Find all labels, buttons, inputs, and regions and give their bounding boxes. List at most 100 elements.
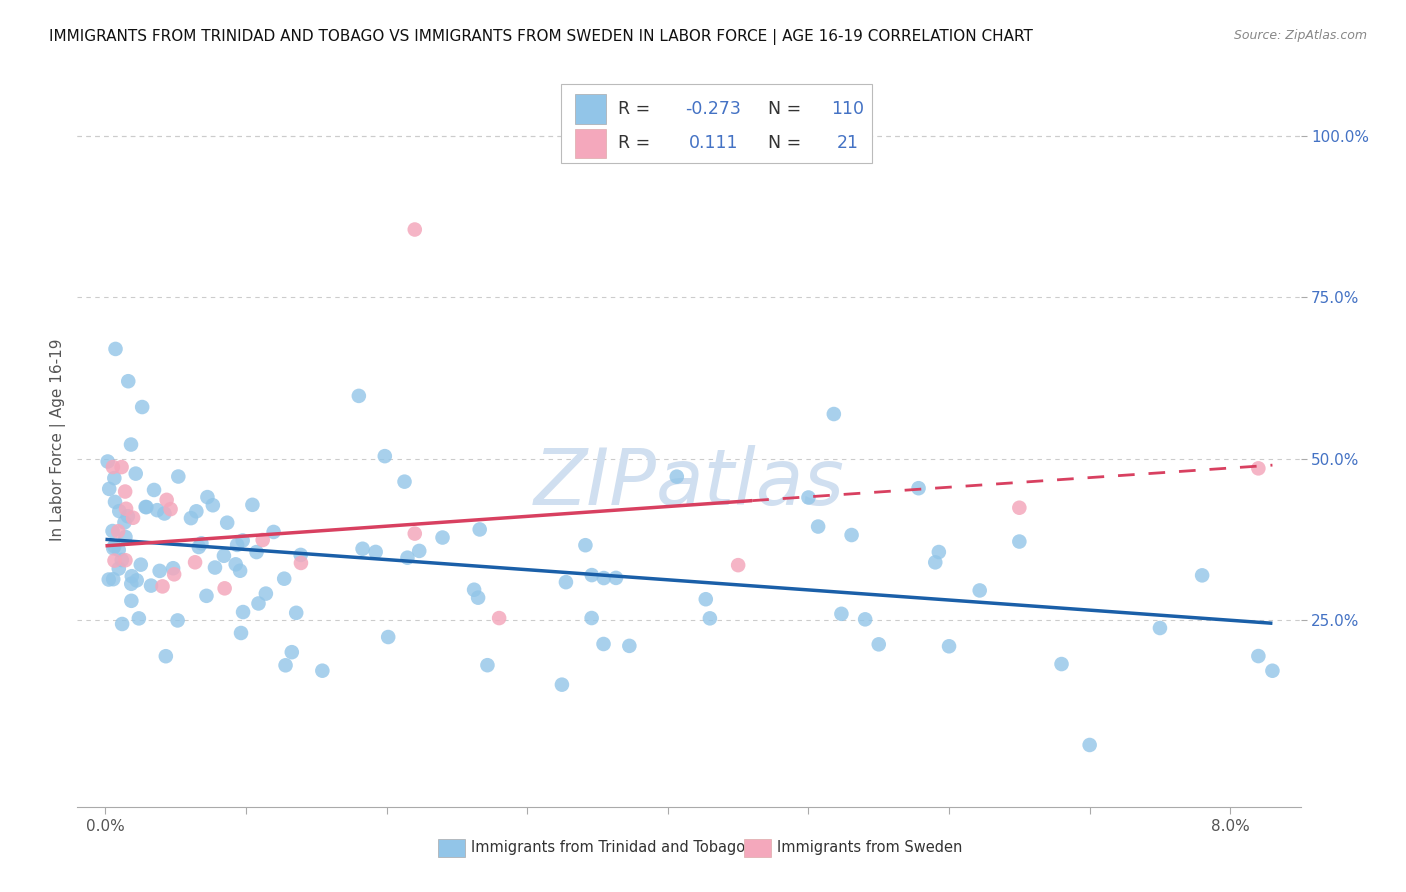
Text: N =: N = bbox=[769, 100, 801, 118]
Point bbox=[830, 607, 852, 621]
Point bbox=[868, 637, 890, 651]
Y-axis label: In Labor Force | Age 16-19: In Labor Force | Age 16-19 bbox=[51, 338, 66, 541]
Point bbox=[853, 612, 876, 626]
Point bbox=[290, 548, 312, 562]
Bar bbox=[561, 84, 873, 163]
Point bbox=[797, 491, 820, 505]
Point bbox=[108, 504, 131, 518]
Point bbox=[103, 539, 125, 553]
Bar bbox=[575, 95, 606, 124]
Point bbox=[103, 541, 125, 556]
Point bbox=[463, 582, 485, 597]
Point bbox=[114, 516, 136, 530]
Point bbox=[281, 645, 304, 659]
Point bbox=[117, 509, 139, 524]
Bar bbox=[439, 838, 465, 857]
Point bbox=[121, 569, 143, 583]
Bar bbox=[575, 128, 606, 158]
Point bbox=[404, 222, 426, 236]
Point bbox=[396, 550, 419, 565]
Point bbox=[695, 592, 717, 607]
Point bbox=[120, 437, 142, 451]
Point bbox=[555, 575, 578, 590]
Text: Immigrants from Sweden: Immigrants from Sweden bbox=[778, 840, 962, 855]
Point bbox=[139, 579, 162, 593]
Text: Source: ZipAtlas.com: Source: ZipAtlas.com bbox=[1233, 29, 1367, 42]
Text: 110: 110 bbox=[831, 100, 865, 118]
Point bbox=[163, 567, 186, 582]
Point bbox=[1191, 568, 1213, 582]
Point bbox=[488, 611, 510, 625]
Point bbox=[125, 574, 148, 588]
Point bbox=[162, 561, 184, 575]
Point bbox=[166, 614, 188, 628]
Point bbox=[214, 582, 236, 596]
Point bbox=[107, 542, 129, 557]
Point bbox=[969, 583, 991, 598]
Point bbox=[190, 536, 212, 550]
Point bbox=[120, 594, 142, 608]
Point bbox=[217, 516, 239, 530]
Point bbox=[98, 482, 121, 496]
Point bbox=[477, 658, 499, 673]
Point bbox=[143, 483, 166, 497]
Point bbox=[404, 526, 426, 541]
Point bbox=[114, 484, 136, 499]
Point bbox=[394, 475, 416, 489]
Point bbox=[117, 374, 139, 388]
Point bbox=[204, 560, 226, 574]
Point bbox=[225, 558, 247, 572]
Point bbox=[103, 553, 125, 567]
Text: R =: R = bbox=[619, 135, 650, 153]
Point bbox=[125, 467, 148, 481]
Point bbox=[581, 568, 603, 582]
Point bbox=[408, 544, 430, 558]
Point bbox=[468, 523, 491, 537]
Point bbox=[273, 572, 295, 586]
Point bbox=[263, 524, 285, 539]
Point bbox=[201, 498, 224, 512]
Point bbox=[101, 524, 124, 538]
Point bbox=[1078, 738, 1101, 752]
Point bbox=[823, 407, 845, 421]
Point bbox=[101, 460, 124, 475]
Point bbox=[841, 528, 863, 542]
Point bbox=[129, 558, 152, 572]
Point bbox=[232, 533, 254, 548]
Point bbox=[247, 597, 270, 611]
Point bbox=[347, 389, 370, 403]
Text: ZIPatlas: ZIPatlas bbox=[533, 445, 845, 522]
Point bbox=[197, 490, 219, 504]
Point bbox=[229, 564, 252, 578]
Point bbox=[114, 530, 136, 544]
Point bbox=[115, 501, 138, 516]
Point bbox=[699, 611, 721, 625]
Point bbox=[152, 579, 174, 593]
Text: N =: N = bbox=[769, 135, 801, 153]
Point bbox=[581, 611, 603, 625]
Point bbox=[120, 576, 142, 591]
Point bbox=[727, 558, 749, 573]
Point bbox=[290, 556, 312, 570]
Point bbox=[103, 572, 125, 586]
Text: 0.111: 0.111 bbox=[689, 135, 738, 153]
Point bbox=[242, 498, 264, 512]
Point bbox=[1050, 657, 1073, 671]
Point bbox=[592, 571, 614, 585]
Point bbox=[285, 606, 308, 620]
Point bbox=[364, 545, 387, 559]
Point bbox=[1247, 649, 1270, 664]
Point bbox=[167, 469, 190, 483]
Point bbox=[245, 545, 267, 559]
Point bbox=[110, 460, 132, 475]
Point bbox=[122, 510, 145, 524]
Point bbox=[605, 571, 627, 585]
Point bbox=[938, 640, 960, 654]
Point bbox=[135, 500, 157, 515]
Point bbox=[107, 561, 129, 575]
Point bbox=[374, 449, 396, 463]
Bar bbox=[744, 838, 770, 857]
Point bbox=[467, 591, 489, 605]
Point bbox=[232, 605, 254, 619]
Point bbox=[114, 553, 136, 567]
